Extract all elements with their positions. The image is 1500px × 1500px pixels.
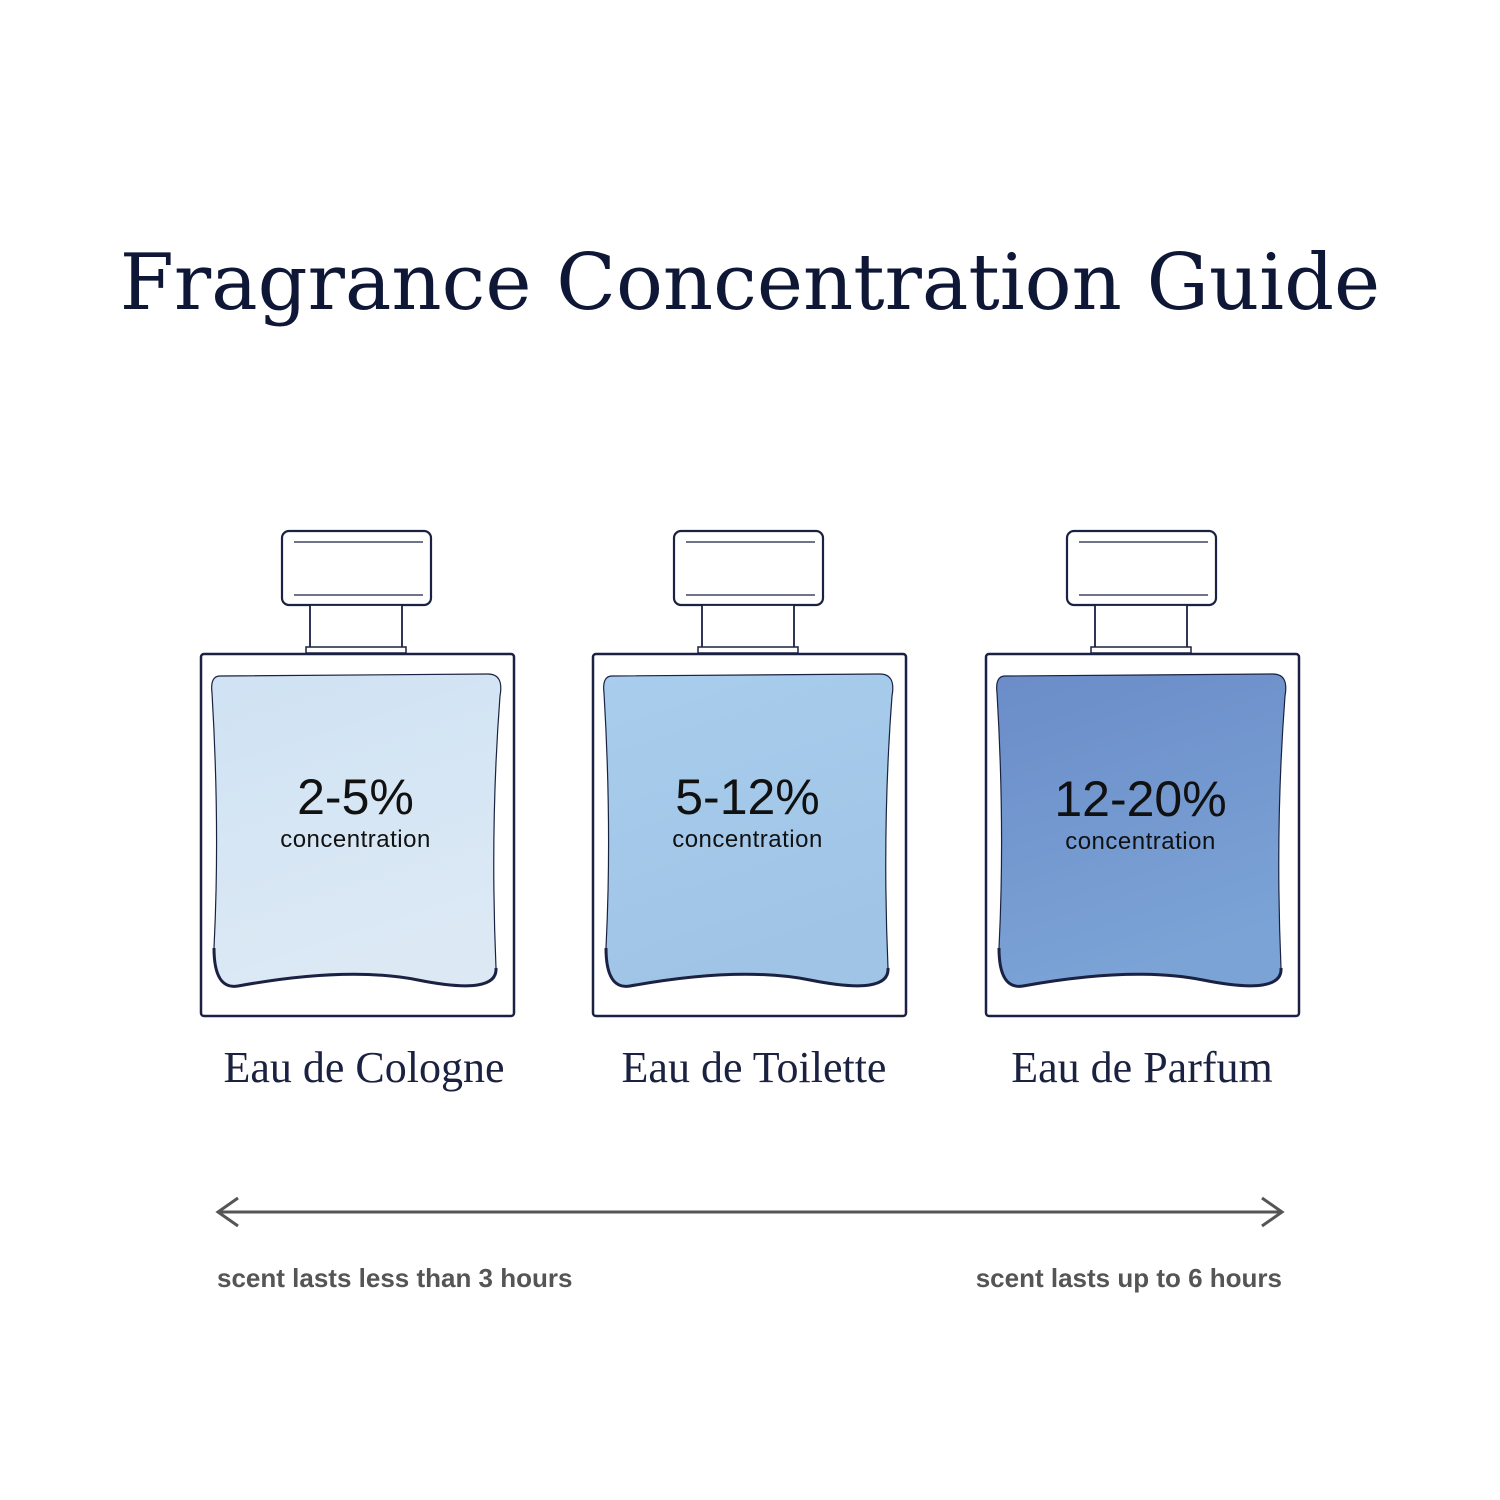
bottle-name: Eau de Toilette [621, 1043, 887, 1092]
bottle-body [591, 652, 908, 1018]
concentration-label: concentration [280, 826, 431, 853]
concentration-value: 5-12% [675, 769, 820, 825]
bottle-eau-de-cologne: 2-5% concentration [198, 528, 518, 1020]
bottle-eau-de-toilette: 5-12% concentration [590, 528, 910, 1020]
bottle-neck [701, 604, 795, 649]
duration-max-label: scent lasts up to 6 hours [975, 1263, 1282, 1293]
concentration-value: 2-5% [297, 769, 414, 825]
bottle-name: Eau de Parfum [1011, 1043, 1273, 1092]
bottle-icon [199, 529, 516, 1018]
concentration-label: concentration [672, 826, 823, 853]
bottle-body [984, 652, 1301, 1018]
concentration-label: concentration [1065, 828, 1216, 855]
duration-arrow-icon [215, 1196, 1285, 1228]
bottle-neck [1094, 604, 1188, 649]
bottle-neck [309, 604, 403, 649]
bottle-eau-de-parfum: 12-20% concentration [983, 528, 1303, 1020]
bottle-body [199, 652, 516, 1018]
concentration-value: 12-20% [1054, 771, 1227, 827]
bottle-name: Eau de Cologne [223, 1043, 505, 1092]
duration-min-label: scent lasts less than 3 hours [217, 1263, 573, 1293]
bottle-icon [591, 529, 908, 1018]
bottle-icon [984, 529, 1301, 1018]
page-title: Fragrance Concentration Guide [119, 238, 1381, 328]
